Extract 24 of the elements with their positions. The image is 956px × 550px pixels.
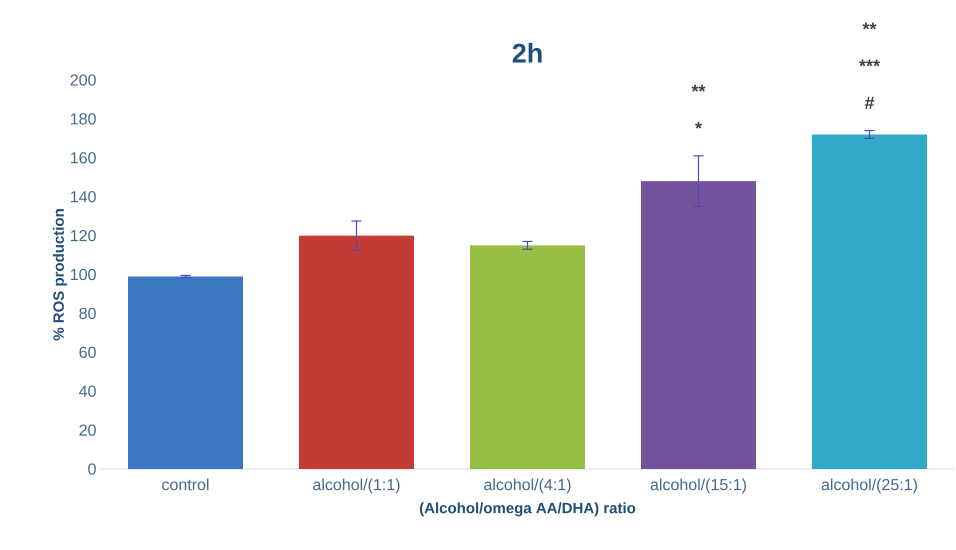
y-tick-label: 20 — [79, 424, 96, 436]
y-tick-label: 160 — [71, 152, 96, 164]
y-tick-label: 200 — [70, 74, 96, 86]
chart-title: 2h — [512, 42, 542, 62]
annotation: # — [864, 96, 874, 110]
annotation: * — [695, 122, 702, 129]
y-tick-label: 100 — [71, 268, 96, 280]
x-tick-label: alcohol/(1:1) — [313, 478, 400, 494]
annotation: ** — [692, 84, 706, 92]
y-axis-title: % ROS production — [52, 209, 67, 340]
y-tick-label: 0 — [88, 463, 96, 475]
y-tick-label: 120 — [71, 230, 96, 242]
y-tick-label: 40 — [79, 386, 96, 397]
y-tick-label: 180 — [71, 113, 96, 125]
x-tick-label: alcohol/(4:1) — [484, 478, 571, 494]
y-tick-label: 80 — [79, 308, 96, 320]
x-tick-label: alcohol/(15:1) — [650, 478, 746, 494]
x-axis-title: (Alcohol/omega AA/DHA) ratio — [420, 502, 636, 516]
text: ** — [862, 22, 876, 30]
text: *** — [859, 60, 880, 66]
x-tick-label: alcohol/(25:1) — [822, 478, 917, 494]
y-tick-label: 140 — [71, 191, 96, 202]
x-tick-label: control — [162, 478, 208, 490]
y-tick-label: 60 — [79, 346, 96, 358]
